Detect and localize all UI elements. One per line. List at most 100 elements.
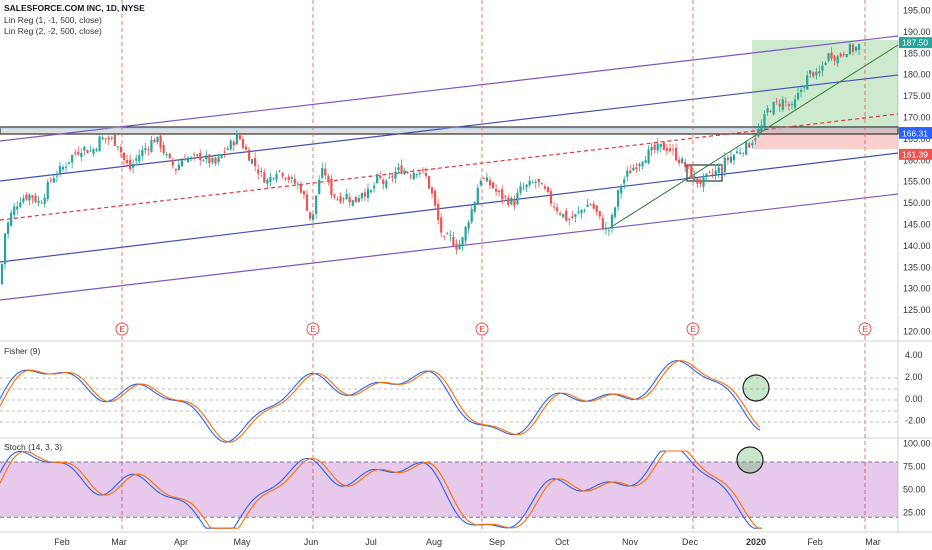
- regression-lower-outer[interactable]: [0, 193, 899, 301]
- support-trendline[interactable]: [607, 44, 899, 230]
- price-tick-label: 120.00: [903, 326, 931, 336]
- price-tick-label: 145.00: [903, 219, 931, 229]
- candle-body: [434, 190, 437, 206]
- candle-body: [373, 185, 376, 189]
- candle-body: [305, 194, 309, 211]
- candle-body: [800, 89, 803, 92]
- candle-body: [781, 99, 784, 110]
- stoch-highlight-circle[interactable]: [736, 446, 764, 474]
- earnings-label: E: [862, 325, 867, 334]
- time-tick-label: Jun: [304, 537, 319, 547]
- time-tick-label: Nov: [622, 537, 639, 547]
- candle-body: [205, 155, 208, 160]
- price-tag: [899, 127, 932, 139]
- candle-body: [437, 203, 440, 220]
- candle-body: [705, 173, 708, 177]
- candle-body: [708, 171, 711, 173]
- time-tick-label: Feb: [54, 537, 70, 547]
- candle-body: [565, 210, 568, 221]
- price-tag-label: 161.39: [902, 149, 928, 159]
- candle-body: [577, 211, 580, 213]
- stoch-tick-label: 25.00: [903, 508, 926, 518]
- legend-linreg-2: Lin Reg (2, -2, 500, close): [4, 26, 102, 36]
- time-tick-label: Mar: [111, 537, 127, 547]
- candle-body: [824, 62, 827, 65]
- fisher-tick-label: 4.00: [905, 350, 923, 360]
- candle-body: [458, 243, 461, 250]
- candle-body: [147, 149, 150, 150]
- candle-body: [232, 141, 235, 146]
- earnings-label: E: [690, 325, 695, 334]
- candle-body: [516, 192, 519, 205]
- candle-body: [598, 211, 601, 217]
- candle-body: [83, 146, 86, 151]
- resistance-box[interactable]: [0, 126, 899, 135]
- price-tag-label: 166.31: [902, 128, 928, 138]
- candle-body: [815, 71, 818, 76]
- candle-body: [345, 193, 348, 200]
- candle-body: [104, 138, 107, 140]
- candle-body: [790, 104, 794, 106]
- candle-body: [400, 165, 403, 174]
- earnings-marker[interactable]: [686, 322, 700, 336]
- candle-body: [254, 158, 257, 167]
- candle-body: [665, 148, 668, 151]
- regression-lower-inner[interactable]: [0, 152, 899, 263]
- candle-body: [394, 171, 397, 179]
- candle-body: [382, 179, 385, 185]
- candle-body: [424, 173, 428, 177]
- earnings-label: E: [310, 325, 315, 334]
- fisher-tick-label: 2.00: [905, 372, 923, 382]
- price-tick-label: 175.00: [903, 91, 931, 101]
- candle-body: [693, 176, 696, 181]
- candle-body: [183, 158, 187, 161]
- regression-upper-outer[interactable]: [0, 35, 899, 142]
- candle-body: [74, 152, 77, 154]
- candle-body: [379, 175, 382, 178]
- candle-body: [366, 188, 370, 199]
- stoch-tick-label: 50.00: [903, 485, 926, 495]
- candle-body: [519, 186, 522, 193]
- candle-body: [613, 207, 617, 217]
- candle-body: [671, 149, 675, 151]
- stoch-k-line: [0, 450, 762, 529]
- candle-body: [199, 152, 202, 160]
- candle-body: [284, 177, 287, 179]
- candle-body: [440, 217, 443, 233]
- candle-body: [696, 178, 699, 184]
- candle-body: [119, 147, 123, 153]
- candle-body: [351, 200, 354, 206]
- fisher-trigger-line: [0, 360, 761, 443]
- earnings-marker[interactable]: [475, 322, 489, 336]
- earnings-marker[interactable]: [858, 322, 872, 336]
- candle-body: [153, 139, 156, 143]
- candle-body: [589, 204, 592, 206]
- candle-body: [28, 194, 31, 201]
- earnings-marker[interactable]: [306, 322, 320, 336]
- candle-body: [818, 71, 821, 74]
- candle-body: [296, 183, 299, 185]
- candle-body: [10, 212, 13, 226]
- price-tick-label: 180.00: [903, 70, 931, 80]
- candle-body: [348, 197, 351, 203]
- candle-body: [638, 164, 641, 167]
- earnings-marker[interactable]: [115, 322, 129, 336]
- candle-body: [391, 175, 394, 178]
- regression-mid[interactable]: [0, 113, 899, 221]
- candle-body: [308, 212, 312, 219]
- candle-body: [537, 178, 540, 183]
- candle-body: [769, 110, 772, 112]
- price-tick-label: 190.00: [903, 27, 931, 37]
- candle-body: [58, 166, 62, 174]
- price-tick-label: 185.00: [903, 48, 931, 58]
- candle-body: [293, 179, 296, 184]
- candle-body: [586, 204, 589, 208]
- candle-body: [662, 142, 665, 151]
- candle-body: [318, 179, 321, 195]
- candle-body: [559, 212, 562, 215]
- candle-body: [452, 236, 455, 247]
- time-tick-label: Apr: [174, 537, 188, 547]
- fisher-highlight-circle[interactable]: [742, 374, 770, 402]
- candle-body: [141, 149, 144, 157]
